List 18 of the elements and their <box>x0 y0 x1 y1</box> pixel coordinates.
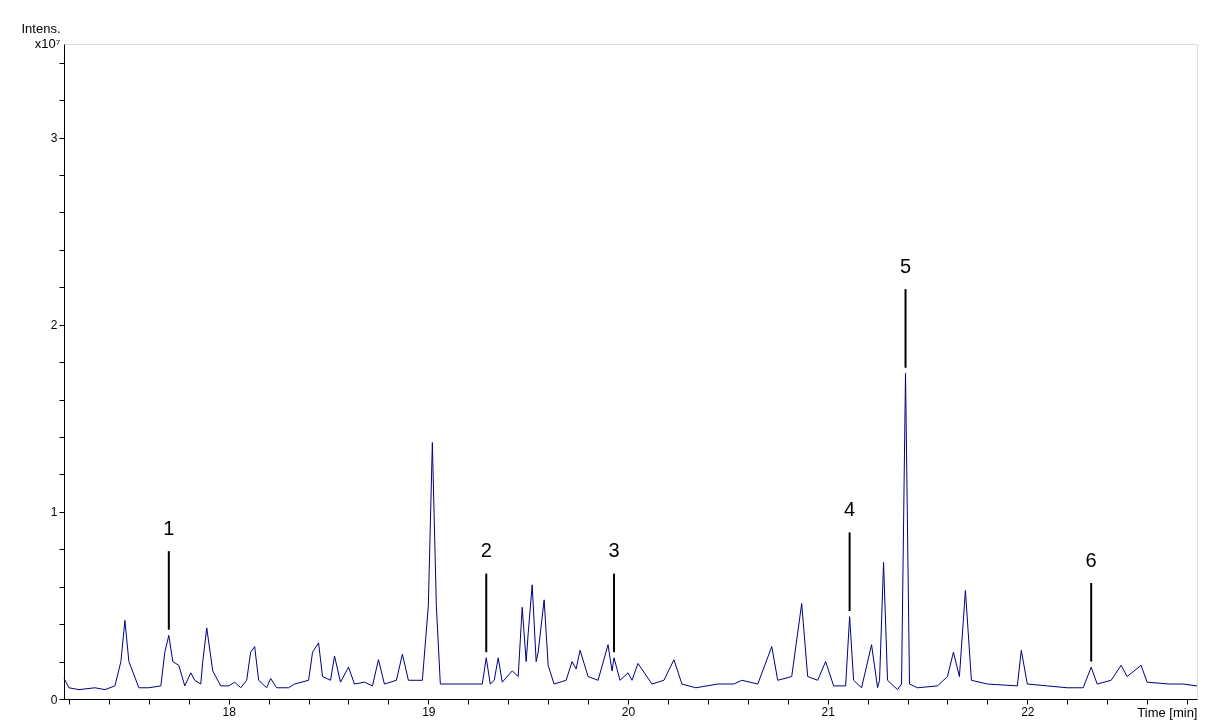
x-tick-label: 18 <box>222 704 237 719</box>
annotation: 3 <box>608 539 620 562</box>
annotation: 5 <box>899 254 912 277</box>
y-tick-label: 3 <box>50 131 58 146</box>
annotation: 2 <box>480 539 492 562</box>
y-axis-title: Intens. x10⁷ <box>21 20 61 51</box>
x-tick-label: 20 <box>621 704 636 719</box>
x-tick-label: 22 <box>1021 704 1035 719</box>
y-tick-label: 2 <box>50 318 58 333</box>
line-series <box>63 372 1198 691</box>
y-tick-label: 1 <box>50 505 58 520</box>
x-tick-label: 19 <box>422 704 436 719</box>
y-tick-label: 0 <box>50 692 58 707</box>
annotation: 1 <box>163 516 175 539</box>
annotation: 6 <box>1085 548 1097 571</box>
x-tick-label: 21 <box>821 704 836 719</box>
x-axis-title: Time [min] <box>1137 704 1198 720</box>
annotation: 4 <box>844 497 856 520</box>
